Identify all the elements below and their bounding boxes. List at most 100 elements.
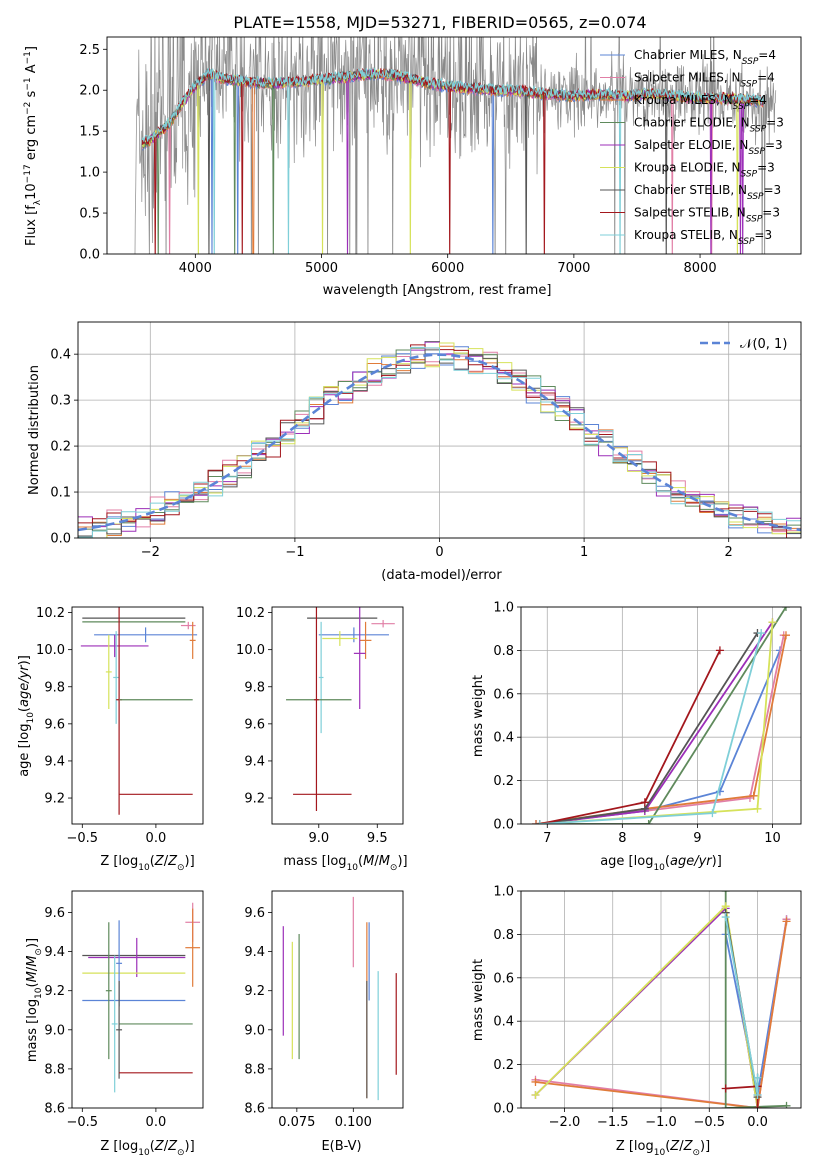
y-tick-label: 8.8	[44, 1062, 65, 1077]
y-tick-label: 9.2	[244, 984, 265, 999]
label-part: SSP	[733, 102, 750, 112]
label-part: Salpeter MILES,	[634, 71, 732, 85]
x-axis-label: Z [log10(Z/Z⊙)]	[100, 1139, 194, 1158]
x-tick-label: 7000	[557, 261, 590, 276]
y-tick-label: 9.4	[244, 754, 265, 769]
y-tick-label: 0.2	[493, 1058, 514, 1073]
y-axis-label: Normed distribution	[27, 365, 42, 495]
label-part: =3	[754, 228, 772, 242]
x-tick-label: 0.0	[146, 1115, 167, 1130]
y-tick-label: 9.4	[44, 754, 65, 769]
label-part: =3	[764, 183, 782, 197]
label-part: λ	[33, 199, 43, 205]
label-part: M	[379, 854, 390, 869]
x-tick-label: −2.0	[549, 1115, 581, 1130]
y-tick-label: 9.6	[44, 717, 65, 732]
axes-frame	[106, 36, 802, 255]
weight-vs-metallicity-panel: −2.0 −1.5 −1.0 −0.5 0.0 0.0 0.2 0.4 0.6 0.8 1.0 Z […	[471, 885, 802, 1158]
label-part: M	[25, 971, 40, 982]
x-tick-label: −1.5	[597, 1115, 629, 1130]
y-tick-label: 8.8	[244, 1062, 265, 1077]
y-tick-label: 10.0	[236, 643, 265, 658]
plot-area	[82, 902, 201, 1093]
label-part: SSP	[746, 215, 763, 225]
y-axis-label: Flux [fλ10−17 erg cm−2 s−1 A−1]	[23, 46, 43, 246]
y-tick-label: 0.4	[493, 1015, 514, 1030]
label-part: N	[724, 93, 733, 107]
y-tick-label: 9.8	[244, 680, 265, 695]
plot-area	[282, 896, 397, 1101]
y-tick-label: 0.2	[493, 774, 514, 789]
label-part: Chabrier STELIB,	[634, 183, 738, 197]
y-axis-label: mass weight	[471, 675, 486, 757]
legend-entry: Chabrier MILES, NSSP=4	[634, 48, 776, 67]
label-part: ⊙	[177, 1148, 185, 1158]
weight-marker	[757, 629, 766, 638]
weight-series-line	[724, 891, 787, 1108]
gaussian-curve	[78, 353, 801, 532]
plot-area	[286, 607, 395, 812]
plot-area	[531, 891, 791, 1108]
legend-entry: Kroupa MILES, NSSP=4	[634, 93, 767, 112]
y-tick-label: 10.0	[36, 643, 65, 658]
label-part: /	[25, 966, 40, 971]
label-part: =3	[757, 161, 775, 175]
axes-frame	[520, 890, 802, 1109]
axes-frame	[520, 606, 802, 825]
axes-frame	[271, 890, 404, 1109]
label-part: SSP	[738, 237, 755, 247]
x-axis-label: mass [log10(M/M⊙)]	[283, 854, 407, 873]
y-tick-label: 0.1	[50, 486, 71, 501]
y-tick-label: 0.8	[493, 644, 514, 659]
y-tick-label: 0.0	[79, 248, 100, 263]
weight-marker	[715, 646, 724, 655]
label-part: age/yr	[670, 854, 713, 869]
weight-marker	[531, 1077, 540, 1086]
weight-marker	[782, 917, 791, 926]
y-tick-label: 2.5	[79, 43, 100, 58]
label-part: N	[739, 138, 748, 152]
mass-vs-ebv-panel: 0.075 0.100 8.6 8.8 9.0 9.2 9.4 9.6 E(B-V)	[244, 890, 404, 1154]
label-part: =3	[766, 116, 784, 130]
weight-marker	[532, 820, 541, 824]
label-part: SSP	[747, 192, 764, 202]
label-part: age [log	[600, 854, 653, 869]
label-part: )]	[700, 1139, 710, 1154]
label-part: /	[374, 854, 379, 869]
label-part: (	[150, 854, 155, 869]
x-tick-label: 4000	[179, 261, 212, 276]
label-part: 10	[26, 712, 36, 724]
x-tick-label: −0.5	[67, 1115, 99, 1130]
label-part: N	[732, 71, 741, 85]
weight-marker	[753, 1090, 762, 1099]
label-part: Z [log	[616, 1139, 654, 1154]
weight-marker	[535, 820, 544, 824]
axes-frame	[77, 321, 802, 539]
weight-marker	[721, 1104, 730, 1108]
label-part: Z	[167, 1139, 178, 1154]
weight-series-line	[535, 921, 788, 1108]
x-tick-label: −0.5	[67, 831, 99, 846]
plot-area	[80, 607, 198, 815]
age-vs-metallicity-panel: −0.5 0.09.29.49.69.810.010.2Z [log10(Z/Z⊙…	[17, 606, 204, 873]
legend-entry: Salpeter ELODIE, NSSP=3	[634, 138, 783, 157]
weight-marker	[721, 1084, 730, 1093]
weight-series-line	[539, 632, 763, 824]
axes-frame	[271, 606, 404, 825]
residuals-panel: −2 −1 0 1 2 0.0 0.1 0.2 0.3 0.4 𝒩(0, 1) (data-model…	[27, 321, 802, 583]
label-part: /	[164, 1139, 169, 1154]
label-part: N	[729, 228, 738, 242]
label-part: Z [log	[100, 1139, 138, 1154]
label-part: /	[164, 854, 169, 869]
label-part: )]	[25, 938, 40, 948]
y-tick-label: 1.0	[79, 166, 100, 181]
label-part: Salpeter STELIB,	[634, 206, 737, 220]
y-tick-label: 10.2	[36, 606, 65, 621]
weight-marker	[721, 891, 730, 895]
x-axis-label: Z [log10(Z/Z⊙)]	[100, 854, 194, 873]
weight-marker	[781, 631, 790, 640]
label-part: (	[665, 854, 670, 869]
label-part: −17	[23, 164, 33, 183]
y-tick-label: 9.0	[44, 1023, 65, 1038]
weight-series-line	[534, 904, 759, 1108]
